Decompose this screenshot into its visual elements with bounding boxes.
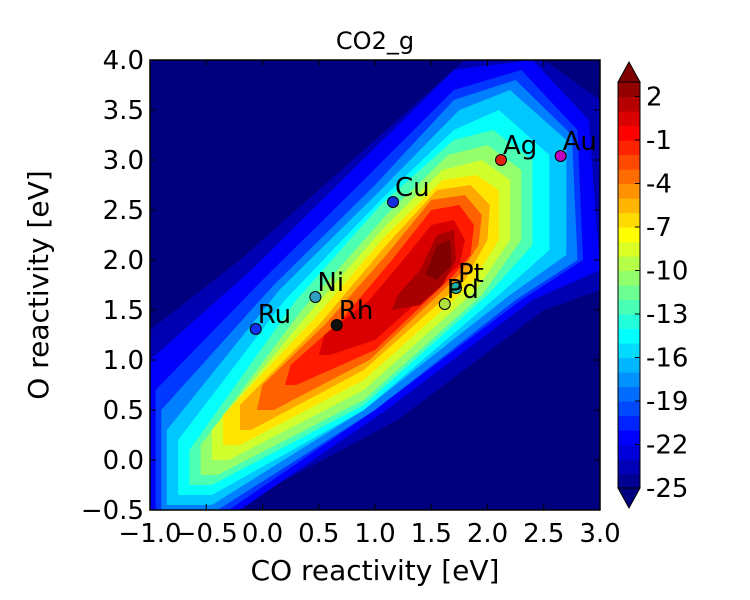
colorbar-segment	[618, 154, 640, 170]
point-ni	[309, 291, 322, 303]
colorbar-tick-label: -13	[646, 300, 688, 330]
y-tick-label: 2.5	[103, 196, 144, 226]
colorbar-segment	[618, 459, 640, 475]
x-tick-label: 0.5	[298, 519, 339, 549]
y-axis-label: O reactivity [eV]	[22, 170, 55, 399]
colorbar-segment	[618, 343, 640, 359]
y-tick-label: −0.5	[81, 496, 144, 526]
colorbar: -25 -22 -19 -16 -13 -10 -7 -4 -1 2	[617, 60, 688, 510]
point-label-pt: Pt	[458, 259, 484, 289]
chart-title: CO2_g	[336, 27, 414, 55]
point-cu	[387, 196, 399, 208]
colorbar-segment	[618, 430, 640, 446]
colorbar-extend-top	[617, 60, 641, 83]
point-pd	[438, 298, 451, 310]
colorbar-segment	[618, 357, 640, 373]
point-label-pd: Pd	[447, 275, 479, 305]
colorbar-segment	[618, 212, 640, 228]
x-tick-label: 0.0	[242, 519, 283, 549]
colorbar-segment	[618, 111, 640, 127]
colorbar-segment	[618, 444, 640, 460]
colorbar-segment	[618, 299, 640, 315]
colorbar-tick-label: -10	[646, 257, 688, 287]
point-rh	[330, 319, 343, 331]
point-pt	[450, 282, 462, 294]
y-axis: −0.5 0.0 0.5 1.0 1.5 2.0 2.5 3.0 3.5 4.0	[81, 46, 600, 526]
colorbar-segment	[618, 285, 640, 301]
point-ag	[495, 154, 507, 166]
colorbar-segment	[618, 198, 640, 214]
contour-band-15	[425, 240, 452, 280]
x-tick-label: −0.5	[175, 519, 238, 549]
colorbar-segment	[618, 96, 640, 112]
x-tick-label: 2.0	[467, 519, 508, 549]
y-tick-label: 4.0	[103, 46, 144, 76]
colorbar-segment	[618, 241, 640, 257]
point-label-ag: Ag	[503, 131, 537, 161]
colorbar-segment	[618, 169, 640, 185]
point-label-cu: Cu	[395, 173, 430, 203]
colorbar-segment	[618, 372, 640, 388]
colorbar-tick-label: -16	[646, 344, 688, 374]
colorbar-segment	[618, 328, 640, 344]
point-label-au: Au	[563, 127, 597, 157]
x-axis: −1.0−0.5 0.0 0.5 1.0 1.5 2.0 2.5 3.0	[118, 60, 621, 549]
colorbar-segment	[618, 314, 640, 330]
y-tick-label: 3.5	[103, 96, 144, 126]
colorbar-segment	[618, 227, 640, 243]
colorbar-segment	[618, 125, 640, 141]
colorbar-tick-label: -1	[646, 126, 672, 156]
x-tick-label: 1.5	[411, 519, 452, 549]
x-axis-label: CO reactivity [eV]	[251, 554, 500, 587]
colorbar-segment	[618, 82, 640, 98]
x-tick-label: 1.0	[354, 519, 395, 549]
y-tick-label: 2.0	[103, 246, 144, 276]
contour-bands	[150, 60, 600, 510]
x-tick-label: 3.0	[579, 519, 620, 549]
y-tick-label: 3.0	[103, 146, 144, 176]
y-tick-label: 1.5	[103, 296, 144, 326]
point-ru	[249, 323, 262, 335]
point-au	[554, 150, 567, 162]
colorbar-tick-label: -22	[646, 431, 688, 461]
point-label-ni: Ni	[317, 268, 344, 298]
point-label-rh: Rh	[339, 296, 374, 326]
colorbar-segment	[618, 270, 640, 286]
colorbar-segment	[618, 183, 640, 199]
colorbar-tick-label: -7	[646, 213, 672, 243]
colorbar-extend-bottom	[617, 487, 641, 510]
colorbar-segment	[618, 386, 640, 402]
point-label-ru: Ru	[258, 300, 291, 330]
colorbar-segment	[618, 415, 640, 431]
colorbar-segment	[618, 473, 640, 489]
x-tick-label: −1.0	[118, 519, 181, 549]
colorbar-tick-label: -19	[646, 387, 688, 417]
colorbar-frame	[617, 81, 641, 489]
colorbar-tick-label: 2	[646, 83, 663, 113]
colorbar-tick-label: -4	[646, 170, 672, 200]
y-tick-label: 1.0	[103, 346, 144, 376]
y-tick-label: 0.5	[103, 396, 144, 426]
colorbar-segment	[618, 140, 640, 156]
colorbar-tick-label: -25	[646, 474, 688, 504]
y-tick-label: 0.0	[103, 446, 144, 476]
colorbar-segment	[618, 401, 640, 417]
x-tick-label: 2.5	[523, 519, 564, 549]
colorbar-segment	[618, 256, 640, 272]
